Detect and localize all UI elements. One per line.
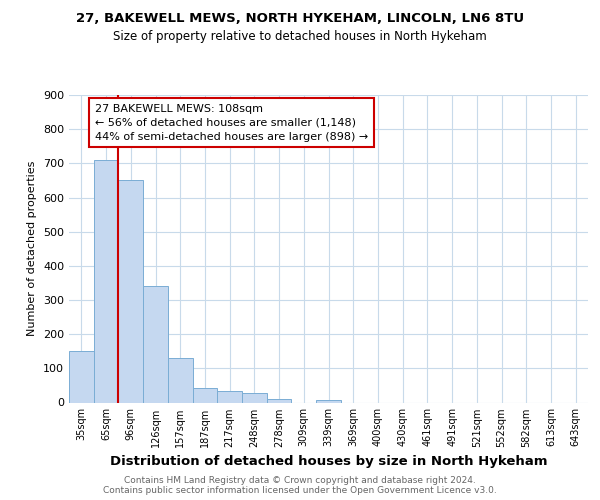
Bar	[69, 351, 94, 403]
Bar	[118, 180, 143, 402]
Bar	[94, 160, 118, 402]
Y-axis label: Number of detached properties: Number of detached properties	[28, 161, 37, 336]
X-axis label: Distribution of detached houses by size in North Hykeham: Distribution of detached houses by size …	[110, 455, 547, 468]
Bar	[267, 399, 292, 402]
Bar	[168, 358, 193, 403]
Text: Size of property relative to detached houses in North Hykeham: Size of property relative to detached ho…	[113, 30, 487, 43]
Bar	[242, 393, 267, 402]
Bar	[143, 286, 168, 403]
Bar	[316, 400, 341, 402]
Text: Contains HM Land Registry data © Crown copyright and database right 2024.
Contai: Contains HM Land Registry data © Crown c…	[103, 476, 497, 495]
Text: 27 BAKEWELL MEWS: 108sqm
← 56% of detached houses are smaller (1,148)
44% of sem: 27 BAKEWELL MEWS: 108sqm ← 56% of detach…	[95, 104, 368, 142]
Bar	[217, 390, 242, 402]
Text: 27, BAKEWELL MEWS, NORTH HYKEHAM, LINCOLN, LN6 8TU: 27, BAKEWELL MEWS, NORTH HYKEHAM, LINCOL…	[76, 12, 524, 26]
Bar	[193, 388, 217, 402]
